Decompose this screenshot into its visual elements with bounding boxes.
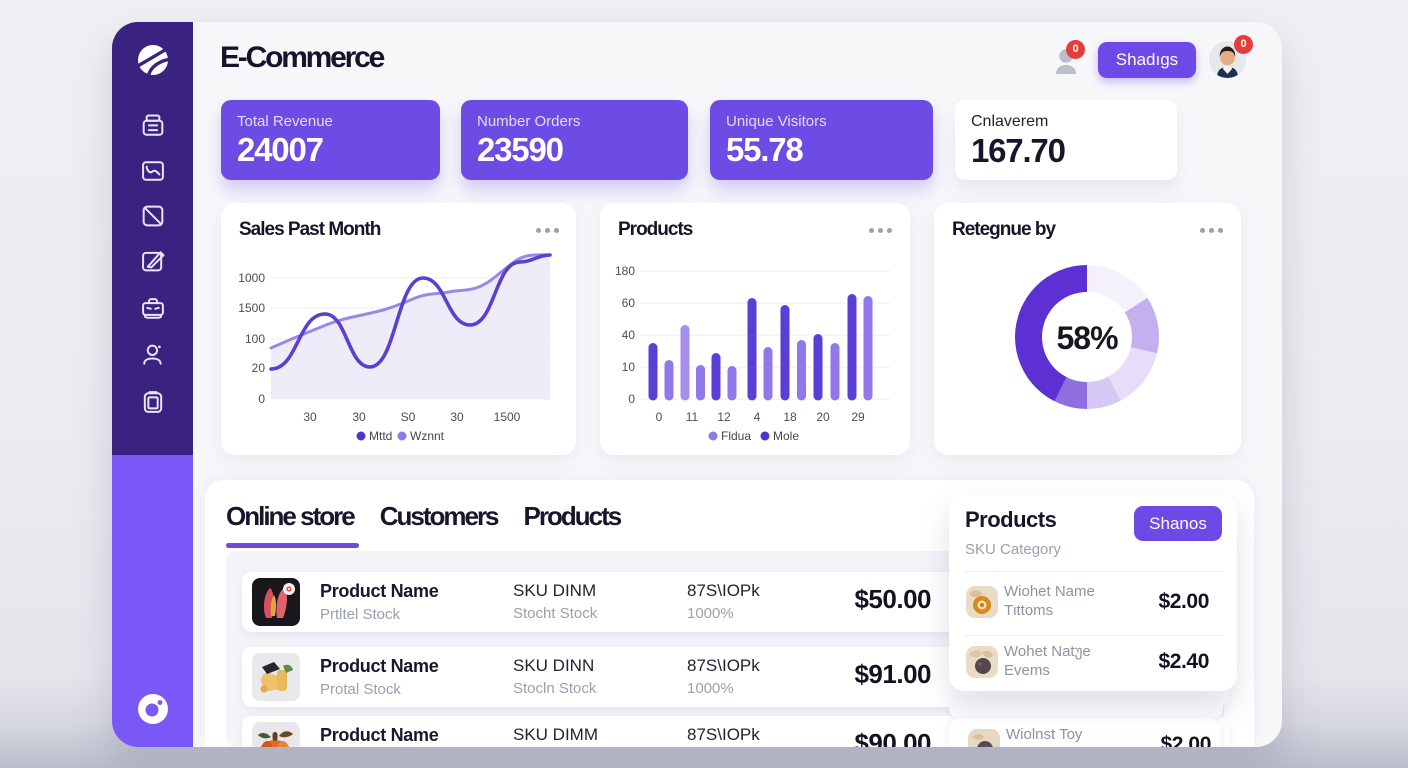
svg-text:Wznnt: Wznnt [410, 429, 445, 443]
svg-text:S0: S0 [401, 410, 416, 424]
svg-text:30: 30 [352, 410, 366, 424]
svg-text:1000: 1000 [238, 271, 265, 285]
svg-text:10: 10 [622, 360, 636, 374]
svg-text:Flduа: Flduа [721, 429, 751, 443]
svg-text:180: 180 [615, 264, 635, 278]
svg-text:60: 60 [622, 296, 636, 310]
svg-text:20: 20 [252, 361, 266, 375]
svg-text:40: 40 [622, 328, 636, 342]
svg-text:30: 30 [303, 410, 317, 424]
svg-text:Mttd: Mttd [369, 429, 392, 443]
svg-text:30: 30 [450, 410, 464, 424]
svg-text:0: 0 [258, 392, 265, 406]
svg-text:18: 18 [783, 410, 797, 424]
svg-text:20: 20 [816, 410, 830, 424]
svg-text:0: 0 [656, 410, 663, 424]
svg-text:1500: 1500 [494, 410, 521, 424]
svg-text:Mole: Mole [773, 429, 799, 443]
svg-text:12: 12 [717, 410, 731, 424]
svg-text:11: 11 [686, 410, 699, 424]
svg-text:100: 100 [245, 332, 265, 346]
svg-text:1500: 1500 [238, 301, 265, 315]
svg-text:29: 29 [851, 410, 865, 424]
svg-text:0: 0 [628, 392, 635, 406]
svg-text:4: 4 [754, 410, 761, 424]
